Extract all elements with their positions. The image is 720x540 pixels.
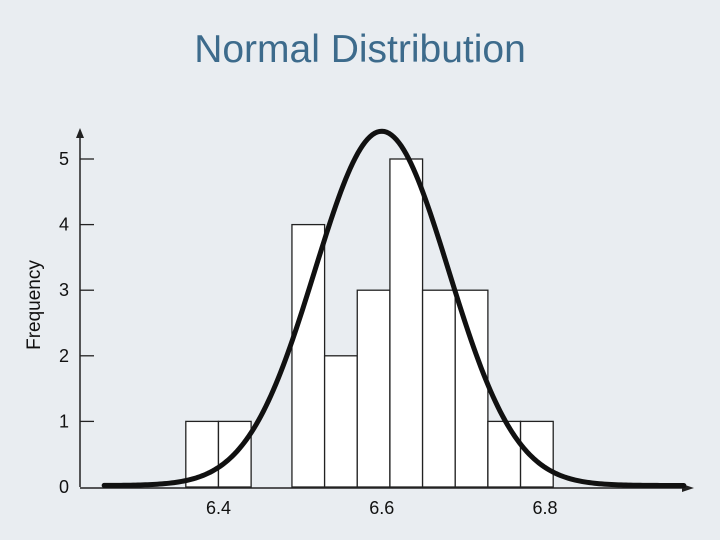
histogram-bar (487, 420, 522, 488)
x-ticks: 6.4 6.6 6.8 (206, 498, 558, 518)
y-ticks: 0 1 2 3 4 5 (59, 149, 94, 497)
x-tick-label: 6.4 (206, 498, 231, 518)
bars-layer (185, 158, 554, 488)
axes-layer (76, 128, 694, 492)
histogram-bar (454, 289, 489, 488)
histogram-bar (323, 355, 358, 488)
slide-title: Normal Distribution (194, 28, 526, 71)
y-axis-label: Frequency (24, 260, 45, 350)
y-tick-label: 0 (59, 477, 69, 497)
histogram-bar (519, 420, 554, 488)
y-axis-arrow (76, 128, 84, 138)
x-tick-label: 6.8 (533, 498, 558, 518)
y-tick-label: 3 (59, 280, 69, 300)
histogram-bar (356, 289, 391, 488)
y-tick-label: 1 (59, 411, 69, 431)
histogram-bar (389, 158, 424, 488)
y-tick-label: 2 (59, 346, 69, 366)
y-tick-label: 4 (59, 215, 69, 235)
y-tick-label: 5 (59, 149, 69, 169)
histogram-bar (291, 223, 326, 488)
x-tick-label: 6.6 (369, 498, 394, 518)
histogram-bar (421, 289, 456, 488)
normal-curve (101, 128, 687, 488)
